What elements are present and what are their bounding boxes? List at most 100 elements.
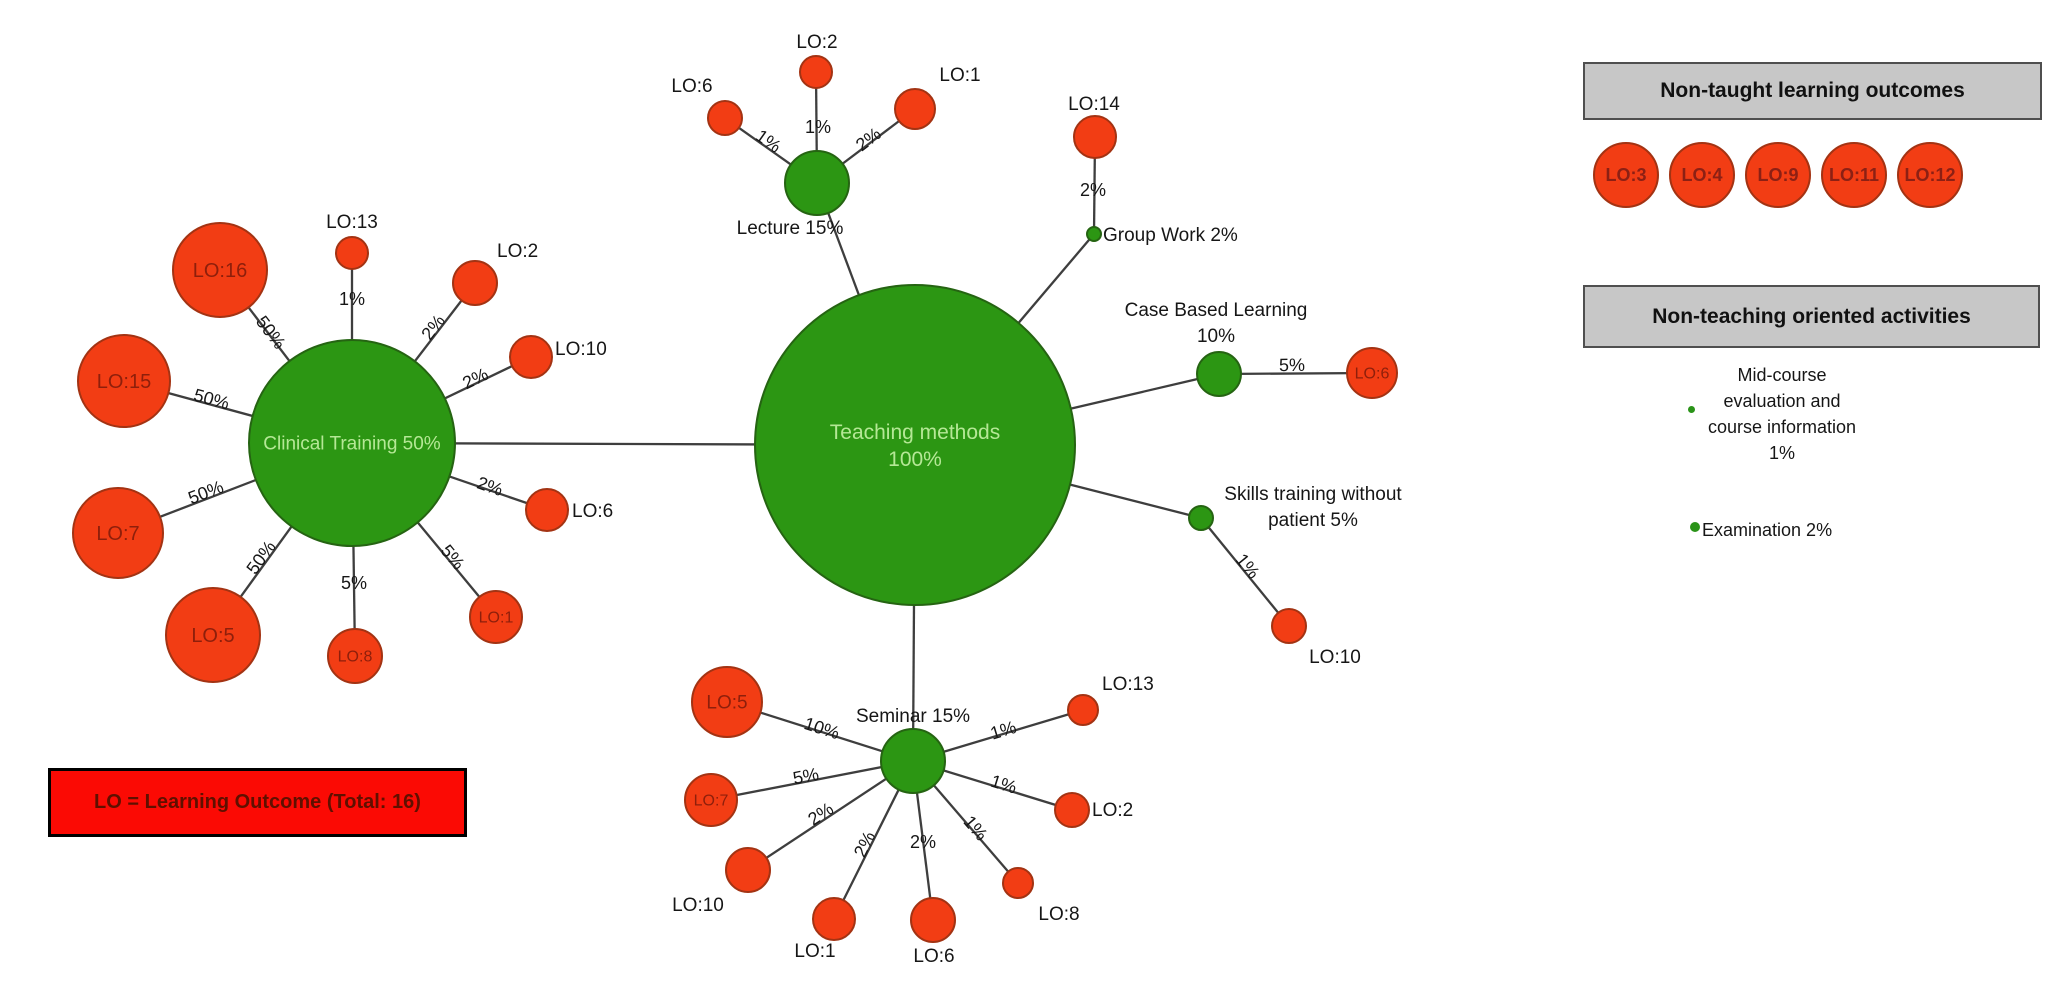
node-seminar-lo-5 — [691, 666, 763, 738]
lo-chip-label: LO:12 — [1904, 164, 1956, 185]
non-taught-outcomes-header: Non-taught learning outcomes — [1583, 62, 2042, 120]
pct-label-seminar-lo-1: 2% — [850, 828, 880, 860]
lo-chip-label: LO:9 — [1757, 164, 1799, 185]
pct-label-clinical-training-lo-1: 5% — [437, 541, 469, 574]
node-clinical-training-lo-1 — [469, 590, 523, 644]
node-seminar-lo-2 — [1054, 792, 1090, 828]
node-clinical-training-lo-2 — [452, 260, 498, 306]
label-seminar-lo-7: LO:7 — [694, 793, 729, 810]
node-seminar-lo-1 — [812, 897, 856, 941]
pct-label-clinical-training-lo-13: 1% — [339, 289, 365, 309]
node-lecture — [784, 150, 850, 216]
label-case-based-learning: Case Based Learning — [1125, 300, 1308, 321]
pct-label-skills-training-without-patient-lo-10: 1% — [1232, 550, 1264, 583]
label-clinical-training-lo-8: LO:8 — [338, 649, 373, 666]
non-taught-lo-chip: LO:9 — [1745, 142, 1811, 208]
label-seminar-lo-2: LO:2 — [1092, 800, 1133, 821]
label-seminar-lo-6: LO:6 — [913, 946, 954, 967]
pct-label-clinical-training-lo-5: 50% — [242, 537, 279, 578]
node-clinical-training — [248, 339, 456, 547]
green-dot-icon — [1690, 522, 1700, 532]
node-clinical-training-lo-7 — [72, 487, 164, 579]
pct-label-lecture-lo-1: 2% — [852, 123, 885, 155]
node-clinical-training-lo-10 — [509, 335, 553, 379]
node-clinical-training-lo-5 — [165, 587, 261, 683]
edge-skills-training-without-patient-lo-10 — [1200, 517, 1290, 627]
label-clinical-training-lo-6: LO:6 — [572, 501, 613, 522]
node-skills-training-without-patient — [1188, 505, 1214, 531]
label-seminar: Seminar 15% — [856, 706, 970, 727]
node-seminar-lo-6 — [910, 897, 956, 943]
pct-label-clinical-training-lo-2: 2% — [417, 311, 449, 344]
label-case-based-learning-lo-6: LO:6 — [1355, 366, 1390, 383]
pct-label-clinical-training-lo-15: 50% — [192, 385, 232, 414]
node-case-based-learning-lo-6 — [1346, 347, 1398, 399]
non-taught-lo-list: LO:3 LO:4 LO:9 LO:11 LO:12 — [1593, 142, 1963, 208]
label-skills-training-without-patient: patient 5% — [1268, 510, 1358, 531]
node-seminar — [880, 728, 946, 794]
label-lecture-lo-2: LO:2 — [796, 32, 837, 53]
non-taught-lo-chip: LO:3 — [1593, 142, 1659, 208]
non-teaching-activities-header: Non-teaching oriented activities — [1583, 285, 2040, 348]
label-clinical-training-lo-2: LO:2 — [497, 241, 538, 262]
label-teaching-methods: 100% — [888, 448, 942, 471]
label-clinical-training-lo-15: LO:15 — [97, 371, 151, 393]
node-clinical-training-lo-6 — [525, 488, 569, 532]
lo-legend-box: LO = Learning Outcome (Total: 16) — [48, 768, 467, 837]
pct-label-seminar-lo-8: 1% — [959, 812, 991, 845]
node-group-work-lo-14 — [1073, 115, 1117, 159]
label-group-work: Group Work 2% — [1103, 225, 1238, 246]
non-taught-lo-chip: LO:11 — [1821, 142, 1887, 208]
label-seminar-lo-10: LO:10 — [672, 895, 724, 916]
node-seminar-lo-8 — [1002, 867, 1034, 899]
pct-label-group-work-lo-14: 2% — [1080, 180, 1106, 200]
node-lecture-lo-2 — [799, 55, 833, 89]
pct-label-seminar-lo-13: 1% — [988, 717, 1019, 744]
activity-examination: Examination 2% — [1702, 520, 1833, 540]
node-seminar-lo-13 — [1067, 694, 1099, 726]
node-clinical-training-lo-13 — [335, 236, 369, 270]
label-seminar-lo-1: LO:1 — [794, 941, 835, 962]
edge-seminar-lo-7 — [710, 759, 914, 802]
node-group-work — [1086, 226, 1102, 242]
label-clinical-training-lo-13: LO:13 — [326, 212, 378, 233]
lo-chip-label: LO:3 — [1605, 164, 1647, 185]
label-lecture-lo-6: LO:6 — [671, 76, 712, 97]
label-clinical-training-lo-10: LO:10 — [555, 339, 607, 360]
activity-mid-course-evaluation: Mid-course evaluation and course informa… — [1707, 365, 1857, 463]
non-teaching-activities-title: Non-teaching oriented activities — [1652, 304, 1971, 328]
label-clinical-training-lo-5: LO:5 — [191, 625, 234, 647]
node-seminar-lo-7 — [684, 773, 738, 827]
green-dot-icon — [1688, 406, 1695, 413]
label-teaching-methods: Teaching methods — [830, 421, 1000, 444]
node-lecture-lo-6 — [707, 100, 743, 136]
pct-label-lecture-lo-2: 1% — [805, 117, 831, 137]
label-seminar-lo-13: LO:13 — [1102, 674, 1154, 695]
node-teaching-methods — [754, 284, 1076, 606]
lo-chip-label: LO:11 — [1828, 164, 1880, 185]
node-seminar-lo-10 — [725, 847, 771, 893]
non-taught-outcomes-title: Non-taught learning outcomes — [1660, 79, 1965, 102]
pct-label-lecture-lo-6: 1% — [752, 125, 785, 156]
label-skills-training-without-patient-lo-10: LO:10 — [1309, 647, 1361, 668]
pct-label-case-based-learning-lo-6: 5% — [1279, 355, 1305, 375]
label-seminar-lo-8: LO:8 — [1038, 904, 1079, 925]
node-clinical-training-lo-16 — [172, 222, 268, 318]
non-taught-lo-chip: LO:12 — [1897, 142, 1963, 208]
pct-label-seminar-lo-7: 5% — [791, 764, 820, 789]
lo-chip-label: LO:4 — [1681, 164, 1723, 185]
non-taught-lo-chip: LO:4 — [1669, 142, 1735, 208]
pct-label-seminar-lo-5: 10% — [802, 713, 842, 743]
label-clinical-training-lo-1: LO:1 — [479, 610, 514, 627]
label-seminar-lo-5: LO:5 — [706, 693, 747, 714]
label-group-work-lo-14: LO:14 — [1068, 94, 1120, 115]
lo-legend-text: LO = Learning Outcome (Total: 16) — [94, 791, 421, 813]
label-clinical-training: Clinical Training 50% — [263, 434, 441, 455]
label-case-based-learning: 10% — [1197, 326, 1235, 347]
pct-label-seminar-lo-10: 2% — [804, 798, 837, 829]
pct-label-clinical-training-lo-8: 5% — [341, 573, 367, 593]
label-clinical-training-lo-16: LO:16 — [193, 260, 247, 282]
node-clinical-training-lo-15 — [77, 334, 171, 428]
